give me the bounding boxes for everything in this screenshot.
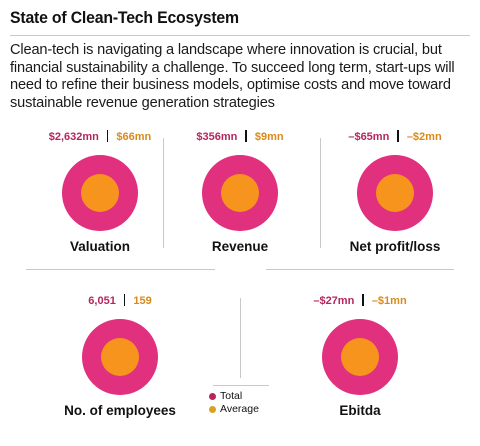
- metric-values: $356mn $9mn: [160, 129, 320, 145]
- legend: Total Average: [209, 390, 259, 416]
- total-value: $2,632mn: [48, 131, 99, 143]
- value-separator: [245, 130, 247, 143]
- metric-net-profit-loss: –$65mn –$2mn Net profit/loss: [315, 129, 475, 254]
- metric-circle: [82, 319, 158, 395]
- average-circle: [341, 338, 379, 376]
- metric-label: Valuation: [69, 239, 130, 254]
- value-separator: [106, 130, 109, 143]
- average-dot-icon: [209, 406, 216, 413]
- metric-label: No. of employees: [64, 403, 176, 418]
- legend-label: Average: [220, 403, 259, 415]
- average-value: $9mn: [254, 131, 284, 143]
- metric-circle: [62, 155, 138, 231]
- metric-values: $2,632mn $66mn: [20, 129, 180, 145]
- metric-revenue: $356mn $9mn Revenue: [160, 129, 320, 254]
- metric-values: –$27mn –$1mn: [280, 293, 440, 309]
- metric-label: Ebitda: [339, 403, 381, 418]
- average-circle: [101, 338, 139, 376]
- horizontal-divider: [266, 269, 454, 270]
- total-value: –$27mn: [313, 295, 355, 307]
- metric-label: Net profit/loss: [349, 239, 441, 254]
- average-circle: [376, 174, 414, 212]
- horizontal-divider: [26, 269, 215, 270]
- horizontal-divider: [213, 385, 269, 386]
- total-value: –$65mn: [348, 131, 390, 143]
- total-value: 6,051: [88, 295, 116, 307]
- average-value: $66mn: [116, 131, 152, 143]
- metric-values: –$65mn –$2mn: [315, 129, 475, 145]
- total-dot-icon: [209, 393, 216, 400]
- average-value: –$2mn: [406, 131, 442, 143]
- metric-values: 6,051 159: [40, 293, 200, 309]
- vertical-divider: [240, 298, 241, 378]
- value-separator: [397, 130, 399, 143]
- metric-circle: [322, 319, 398, 395]
- average-circle: [221, 174, 259, 212]
- legend-item-average: Average: [209, 403, 259, 416]
- average-circle: [81, 174, 119, 212]
- vertical-divider: [163, 138, 164, 248]
- value-separator: [362, 294, 364, 307]
- metric-valuation: $2,632mn $66mn Valuation: [20, 129, 180, 254]
- legend-label: Total: [220, 390, 243, 402]
- value-separator: [123, 294, 126, 307]
- metric-circle: [357, 155, 433, 231]
- average-value: 159: [133, 295, 152, 307]
- metric-ebitda: –$27mn –$1mn Ebitda: [280, 293, 440, 418]
- page-title: State of Clean-Tech Ecosystem: [10, 8, 239, 27]
- metric-employees: 6,051 159 No. of employees: [40, 293, 200, 418]
- description-text: Clean-tech is navigating a landscape whe…: [10, 42, 455, 111]
- vertical-divider: [320, 138, 321, 248]
- metric-label: Revenue: [211, 239, 269, 254]
- title-divider: [10, 35, 470, 36]
- average-value: –$1mn: [371, 295, 407, 307]
- metric-circle: [202, 155, 278, 231]
- legend-item-total: Total: [209, 390, 259, 403]
- total-value: $356mn: [196, 131, 238, 143]
